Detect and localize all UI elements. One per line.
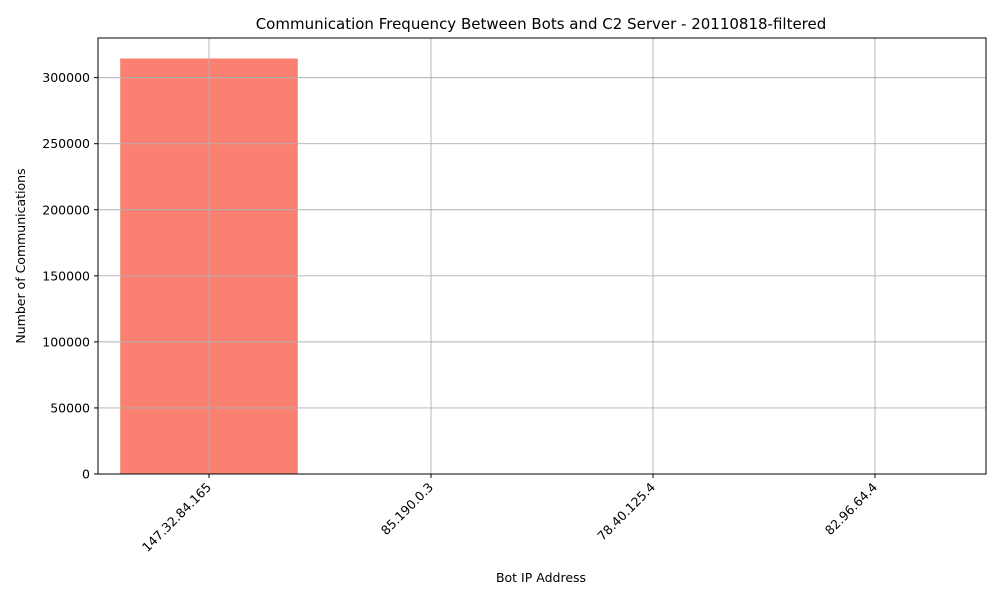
- plot-frame: [97, 37, 987, 475]
- x-tick-label: 85.190.0.3: [378, 480, 436, 538]
- y-ticks: 0 50000 100000 150000 200000 250000 300000: [42, 70, 98, 482]
- y-tick-label: 250000: [42, 136, 90, 151]
- y-axis-label: Number of Communications: [13, 168, 28, 343]
- chart-title: Communication Frequency Between Bots and…: [256, 15, 827, 33]
- x-tick-label: 78.40.125.4: [594, 479, 658, 543]
- bars: [120, 58, 964, 474]
- y-tick-label: 300000: [42, 70, 90, 85]
- x-axis-label: Bot IP Address: [496, 570, 586, 585]
- y-tick-label: 0: [82, 467, 90, 482]
- y-tick-label: 200000: [42, 202, 90, 217]
- x-ticks: 147.32.84.165 85.190.0.3 78.40.125.4 82.96.…: [139, 474, 880, 555]
- axes: [97, 37, 987, 475]
- x-tick-label: 147.32.84.165: [139, 480, 214, 555]
- y-tick-label: 50000: [50, 400, 90, 415]
- x-tick-label: 82.96.64.4: [822, 479, 880, 537]
- y-tick-label: 150000: [42, 268, 90, 283]
- y-tick-label: 100000: [42, 334, 90, 349]
